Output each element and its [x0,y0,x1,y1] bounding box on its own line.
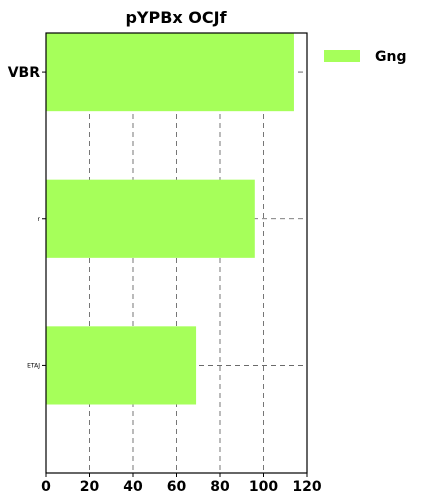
chart-title: pYPBx OCJf [125,8,227,27]
legend-label: Gng [375,49,406,65]
x-tick-label: 20 [80,479,100,495]
x-tick-label: 60 [167,479,187,495]
x-tick-label: 40 [123,479,143,495]
category-label: r [38,216,41,223]
bar-r [46,179,255,258]
category-label: ETAJ [27,362,40,369]
category-label: VBR [8,65,41,81]
legend-swatch [324,50,360,62]
bar-vbr [46,33,294,112]
x-tick-label: 80 [210,479,230,495]
legend: Gng [324,49,406,65]
x-tick-label: 0 [41,479,51,495]
x-tick-label: 100 [249,479,278,495]
x-tick-label: 120 [292,479,321,495]
bars [46,33,294,405]
x-axis-ticks: 0 20 40 60 80 100 120 [41,71,322,495]
y-axis-categories: VBR r ETAJ [8,65,41,369]
bar-etaj [46,326,197,405]
